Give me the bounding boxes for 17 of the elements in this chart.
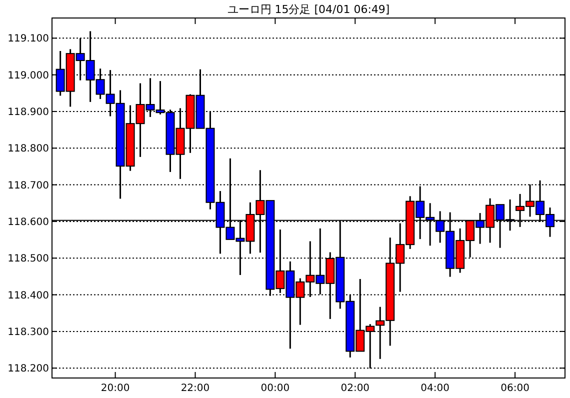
y-tick-label: 118.900 [8,106,49,118]
chart-title: ユーロ円 15分足 [04/01 06:49] [227,3,390,16]
y-tick-label: 119.000 [8,70,49,82]
y-tick-label: 118.600 [8,216,49,228]
x-tick-label: 22:00 [180,383,210,394]
x-tick-label: 04:00 [420,383,450,394]
y-tick-label: 118.400 [8,290,49,302]
y-tick-label: 119.100 [8,34,49,45]
y-tick-label: 118.300 [8,326,49,338]
x-tick-label: 02:00 [340,383,370,394]
y-tick-label: 118.500 [8,254,49,265]
y-tick-label: 118.200 [8,364,49,375]
x-tick-label: 20:00 [100,383,130,394]
x-tick-label: 00:00 [260,383,290,394]
y-tick-label: 118.800 [8,144,49,155]
x-tick-label: 06:00 [500,383,530,394]
y-tick-label: 118.700 [8,180,49,192]
